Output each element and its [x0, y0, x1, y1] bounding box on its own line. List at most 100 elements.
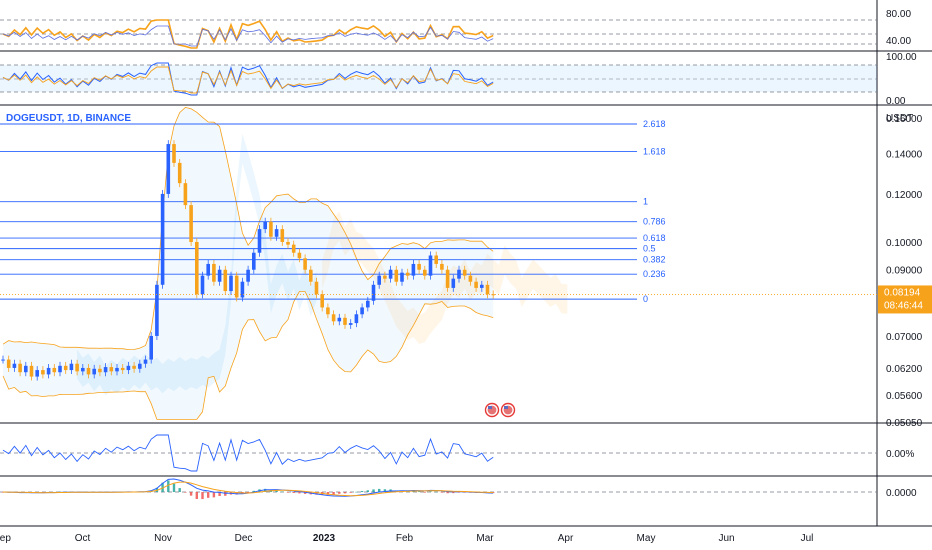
- candle-body: [149, 335, 153, 360]
- candle-body: [326, 307, 330, 315]
- candle-body: [457, 269, 461, 279]
- candlesticks: [1, 140, 495, 381]
- candle-body: [331, 314, 336, 322]
- candle-body: [86, 367, 91, 375]
- candle-body: [217, 269, 222, 282]
- candle-body: [132, 365, 136, 369]
- price-tick-label: 0.05600: [886, 391, 923, 402]
- price-tick-label: 0.06200: [886, 364, 923, 375]
- candle-body: [177, 162, 182, 184]
- ichimoku-cloud-blue: [77, 133, 317, 396]
- candle-body: [405, 272, 410, 276]
- candle-body: [109, 367, 114, 372]
- price-tick-label: 0.10000: [886, 238, 923, 249]
- macd-histogram-bar: [440, 492, 444, 493]
- candle-body: [354, 314, 359, 324]
- candle-body: [195, 241, 199, 295]
- candle-body: [263, 221, 267, 230]
- price-tick-label: 0.14000: [886, 149, 923, 160]
- candle-body: [291, 244, 296, 253]
- currency-label: USDT: [886, 113, 913, 124]
- price-axis[interactable]: 0.160000.140000.120000.100000.090000.080…: [886, 114, 923, 429]
- fib-level-label: 1: [643, 197, 648, 207]
- macd-histogram-bar: [446, 492, 449, 494]
- bollinger-band-fill: [3, 107, 494, 420]
- candle-body: [29, 365, 34, 377]
- macd-histogram-bar: [224, 492, 227, 496]
- candle-body: [155, 284, 159, 336]
- macd-histogram-bar: [338, 492, 341, 494]
- time-axis-label: Jul: [801, 533, 814, 544]
- candle-body: [303, 258, 307, 270]
- macd-axis-label-zero: 0.0000: [886, 488, 917, 499]
- candle-body: [160, 193, 165, 285]
- macd-histogram-bar: [332, 492, 335, 495]
- pane-separators: [0, 0, 932, 527]
- candle-body: [366, 300, 370, 308]
- time-axis-label: Feb: [396, 533, 414, 544]
- bollinger-upper-band: [2, 106, 494, 351]
- top-oscillator-pane: 80.00 40.00: [0, 9, 911, 49]
- candle-body: [126, 365, 131, 371]
- candle-body: [18, 363, 22, 373]
- time-axis-label: Mar: [476, 533, 494, 544]
- price-tick-label: 0.05050: [886, 418, 923, 429]
- macd-histogram-bar: [189, 492, 193, 496]
- macd-histogram-bar: [315, 492, 318, 495]
- price-tick-label: 0.09000: [886, 266, 923, 277]
- event-flag-icons[interactable]: [484, 402, 516, 418]
- candle-body: [172, 144, 176, 163]
- candle-body: [252, 252, 256, 270]
- macd-histogram-bar: [383, 489, 387, 492]
- candle-body: [92, 368, 96, 375]
- candle-body: [337, 317, 342, 322]
- candle-body: [309, 269, 313, 282]
- time-axis-label: Apr: [558, 533, 574, 544]
- percent-oscillator-line: [2, 434, 494, 472]
- macd-histogram-bar: [178, 488, 181, 492]
- candle-body: [41, 370, 45, 375]
- macd-histogram-bar: [167, 480, 170, 492]
- macd-line: [2, 478, 494, 497]
- candle-body: [377, 275, 381, 285]
- candle-body: [286, 241, 290, 245]
- macd-histogram-bar: [417, 491, 421, 493]
- top-oscillator-signal-line: [2, 25, 494, 47]
- macd-histogram-bar: [429, 491, 432, 493]
- price-tick-label: 0.16000: [886, 114, 923, 125]
- candle-body: [269, 221, 273, 237]
- macd-histogram-bar: [281, 491, 284, 493]
- macd-histogram-bar: [303, 492, 307, 494]
- candle-body: [280, 229, 285, 242]
- macd-histogram-bar: [286, 492, 290, 493]
- time-axis-label: Nov: [154, 533, 172, 544]
- candle-body: [6, 359, 11, 368]
- candle-body: [52, 367, 57, 373]
- time-axis[interactable]: Sep Oct Nov Dec 2023 Feb Mar Apr May Jun Jul: [0, 533, 813, 544]
- candle-body: [69, 363, 74, 371]
- macd-histogram-bar: [212, 492, 216, 498]
- candle-body: [143, 359, 148, 364]
- candle-body: [189, 205, 193, 242]
- candle-body: [474, 281, 478, 288]
- macd-histogram-bar: [457, 492, 461, 493]
- macd-histogram-bar: [292, 492, 295, 493]
- symbol-label: DOGEUSDT, 1D, BINANCE: [6, 113, 131, 124]
- macd-histogram-bar: [207, 492, 210, 498]
- top-axis-label-40: 40.00: [886, 36, 911, 47]
- time-axis-label: Dec: [235, 533, 253, 544]
- fib-level-label: 0.786: [643, 217, 666, 227]
- macd-histogram-bar: [412, 491, 415, 492]
- candle-body: [411, 263, 416, 276]
- candle-body: [445, 269, 450, 288]
- candle-body: [371, 284, 376, 301]
- candle-body: [462, 269, 467, 276]
- candle-body: [166, 144, 171, 194]
- candle-body: [343, 317, 347, 325]
- osc-axis-label-zero: 0.00%: [886, 449, 914, 460]
- time-axis-label: Sep: [0, 533, 11, 544]
- candle-body: [1, 359, 5, 361]
- candle-body: [423, 269, 427, 276]
- rsi-pane: 100.00 0.00: [0, 52, 917, 107]
